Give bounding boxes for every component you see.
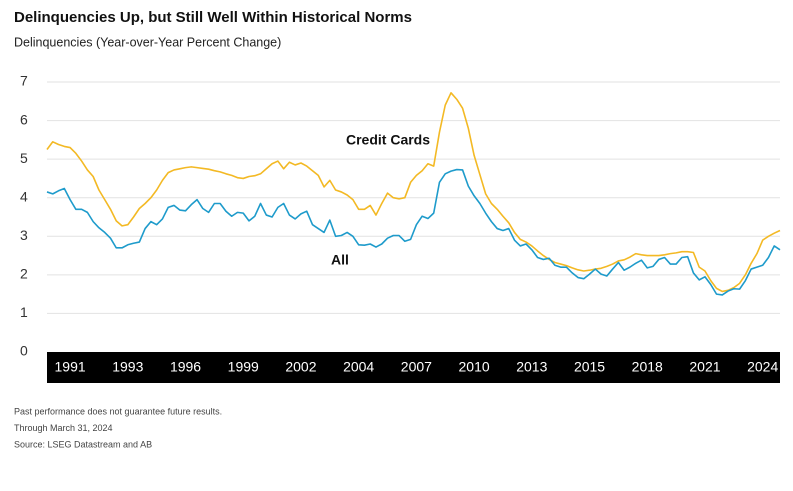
x-tick-label: 2024 — [747, 359, 778, 375]
series-label: Credit Cards — [346, 132, 430, 148]
x-tick-label: 1999 — [228, 359, 259, 375]
x-tick-label: 1991 — [55, 359, 86, 375]
y-tick-label: 7 — [20, 73, 28, 89]
footnote: Past performance does not guarantee futu… — [14, 406, 222, 416]
footnote: Source: LSEG Datastream and AB — [14, 439, 152, 449]
line-series — [46, 168, 781, 296]
x-tick-label: 2010 — [459, 359, 490, 375]
y-tick-label: 6 — [20, 111, 28, 127]
x-tick-label: 1996 — [170, 359, 201, 375]
line-series — [46, 92, 781, 293]
y-tick-label: 0 — [20, 343, 28, 359]
x-tick-label: 2013 — [516, 359, 547, 375]
series-label: All — [331, 252, 349, 268]
chart-subtitle: Delinquencies (Year-over-Year Percent Ch… — [14, 35, 281, 49]
y-tick-label: 5 — [20, 150, 28, 166]
y-tick-label: 4 — [20, 188, 28, 204]
x-axis-band — [47, 352, 780, 383]
x-tick-label: 2002 — [285, 359, 316, 375]
x-tick-label: 2015 — [574, 359, 605, 375]
footnote: Through March 31, 2024 — [14, 423, 113, 433]
x-tick-label: 2007 — [401, 359, 432, 375]
y-tick-label: 3 — [20, 227, 28, 243]
x-tick-label: 2021 — [689, 359, 720, 375]
x-tick-label: 1993 — [112, 359, 143, 375]
y-tick-label: 2 — [20, 266, 28, 282]
x-tick-label: 2018 — [632, 359, 663, 375]
x-tick-label: 2004 — [343, 359, 374, 375]
y-tick-label: 1 — [20, 304, 28, 320]
chart-title: Delinquencies Up, but Still Well Within … — [14, 9, 412, 26]
